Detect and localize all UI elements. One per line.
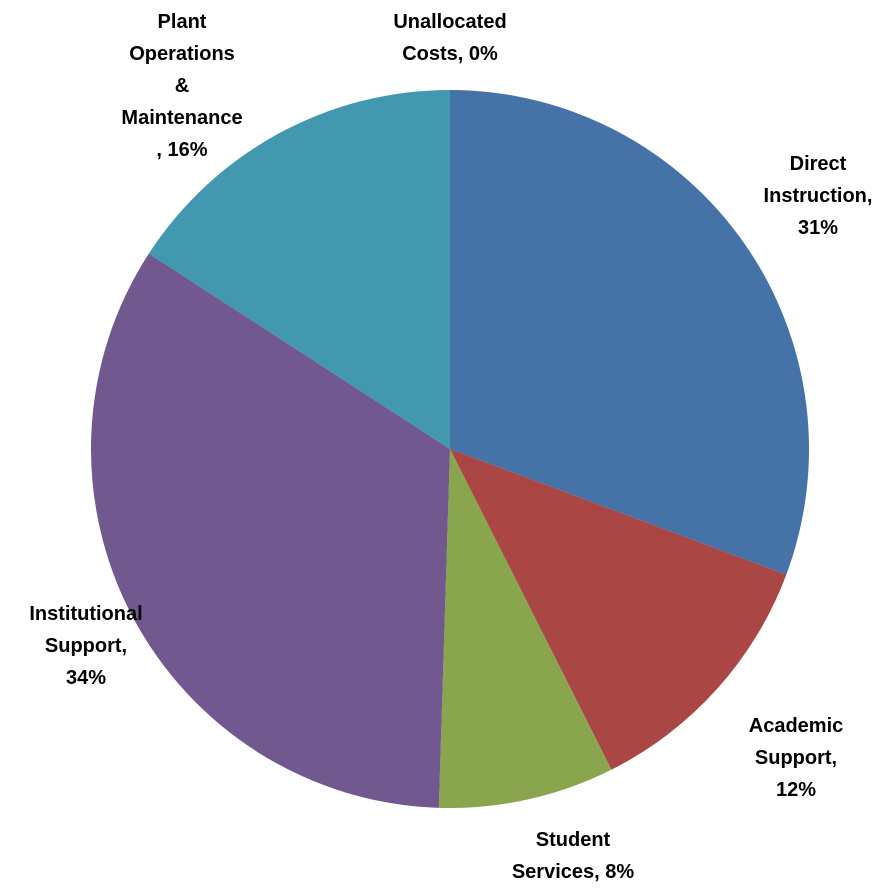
- pie-labels: Direct Instruction, 31% Academic Support, 12%…: [29, 11, 872, 883]
- slice-label-line: &: [175, 75, 189, 97]
- slice-label-plant-operations-maintenance: Plant Operations & Maintenance , 16%: [121, 11, 242, 161]
- slice-label-line: Direct: [790, 153, 847, 175]
- slice-label-academic-support: Academic Support, 12%: [749, 715, 844, 801]
- slice-label-line: Institutional: [29, 603, 142, 625]
- slice-label-line: Maintenance: [121, 107, 242, 129]
- slice-label-line: Academic: [749, 715, 844, 737]
- slice-label-line: 34%: [66, 667, 106, 689]
- slice-label-line: Support,: [45, 635, 127, 657]
- slice-label-line: Support,: [755, 747, 837, 769]
- slice-label-line: 31%: [798, 217, 838, 239]
- pie-slices: [91, 90, 810, 809]
- pie-slice-institutional-support[interactable]: [91, 253, 451, 808]
- slice-label-line: Operations: [129, 43, 235, 65]
- slice-label-line: Services, 8%: [512, 861, 635, 883]
- slice-label-institutional-support: Institutional Support, 34%: [29, 603, 142, 689]
- pie-slice-academic-support[interactable]: [450, 449, 787, 770]
- slice-label-line: Costs, 0%: [402, 43, 498, 65]
- slice-label-direct-instruction: Direct Instruction, 31%: [764, 153, 873, 239]
- slice-label-unallocated-costs: Unallocated Costs, 0%: [393, 11, 506, 65]
- slice-label-line: , 16%: [156, 139, 207, 161]
- slice-label-line: Instruction,: [764, 185, 873, 207]
- pie-slice-direct-instruction[interactable]: [450, 90, 810, 575]
- slice-label-line: Plant: [158, 11, 207, 33]
- slice-label-student-services: Student Services, 8%: [512, 829, 635, 883]
- pie-slice-student-services[interactable]: [438, 449, 612, 809]
- slice-label-line: 12%: [776, 779, 816, 801]
- slice-label-line: Student: [536, 829, 611, 851]
- pie-slice-plant-operations-maintenance[interactable]: [148, 90, 450, 449]
- slice-label-line: Unallocated: [393, 11, 506, 33]
